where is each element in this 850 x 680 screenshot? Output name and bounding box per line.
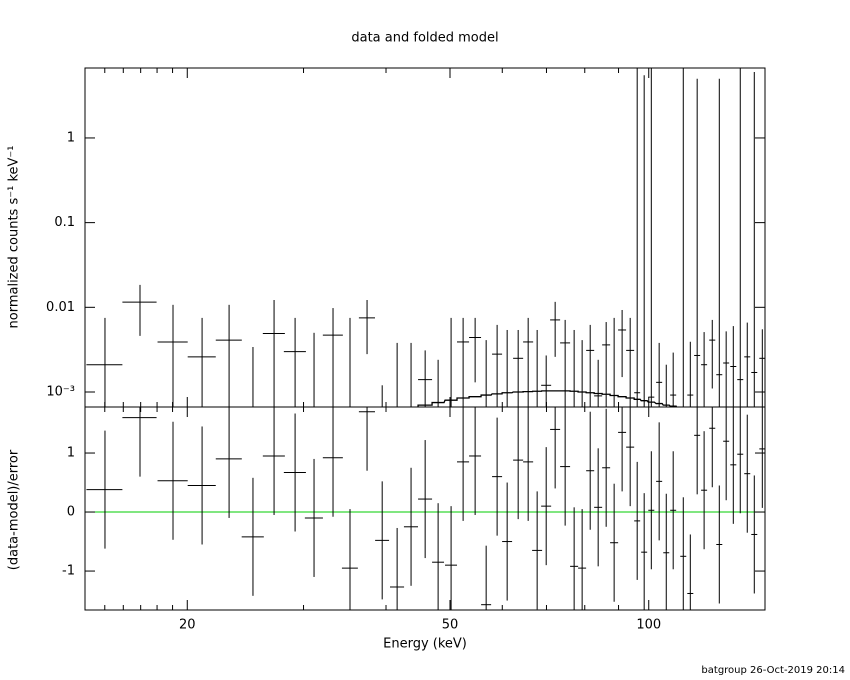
y-tick-label: 0.1 [54,215,75,230]
y-tick-label: -1 [62,564,75,579]
y-axis-label: normalized counts s⁻¹ keV⁻¹ [7,146,22,329]
x-tick-label: 20 [179,618,196,633]
x-tick-label: 50 [442,618,459,633]
chart-title: data and folded model [351,31,498,46]
y-tick-label: 1 [67,446,75,461]
bottom-plot [85,407,765,610]
footer-annotation: batgroup 26-Oct-2019 20:14 [701,665,845,676]
y-axis-label: (data-model)/error [7,449,22,570]
y-tick-label: 0.01 [46,300,75,315]
top-plot [86,68,765,407]
y-tick-label: 1 [67,130,75,145]
y-tick-label: 0 [67,505,75,520]
x-tick-label: 100 [636,618,661,633]
y-tick-label: 10⁻³ [46,384,75,399]
model-curve [417,390,678,407]
x-axis-label: Energy (keV) [383,637,467,652]
